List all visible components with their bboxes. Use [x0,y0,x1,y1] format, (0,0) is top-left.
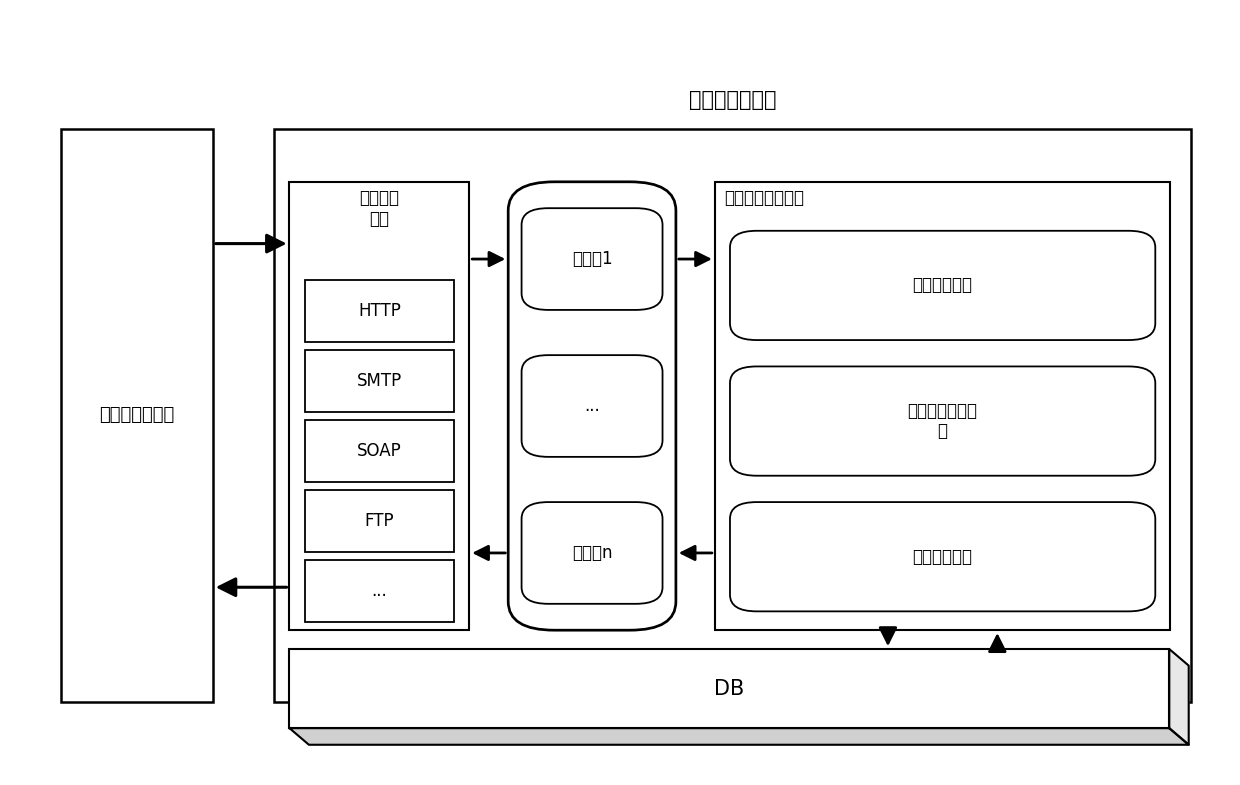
Text: 报文解析模块: 报文解析模块 [913,276,972,294]
Bar [274,129,1192,702]
Bar [305,560,454,622]
FancyBboxPatch shape [508,182,676,630]
Text: ...: ... [372,582,387,601]
Bar [305,280,454,342]
Text: ...: ... [584,397,600,415]
Bar [289,182,469,630]
Text: FTP: FTP [365,512,394,530]
Polygon shape [289,728,1189,745]
FancyBboxPatch shape [730,231,1156,340]
Bar [305,491,454,552]
Bar [61,129,213,702]
Bar [305,350,454,412]
Text: SOAP: SOAP [357,442,402,460]
FancyBboxPatch shape [730,502,1156,612]
FancyBboxPatch shape [522,502,662,604]
Text: 服务接口配置模
块: 服务接口配置模 块 [908,402,977,440]
Bar [714,182,1171,630]
Text: 协议组件
模块: 协议组件 模块 [360,189,399,228]
FancyBboxPatch shape [522,208,662,310]
Text: 周边被测试系统: 周边被测试系统 [99,407,175,425]
Bar [305,420,454,482]
Text: 模拟行为执行模块: 模拟行为执行模块 [724,189,805,207]
FancyBboxPatch shape [730,367,1156,476]
Bar [289,649,1169,728]
Text: 模拟器n: 模拟器n [572,544,613,562]
Text: 模拟器1: 模拟器1 [572,250,613,268]
Text: HTTP: HTTP [358,302,401,320]
Text: 命令执行模块: 命令执行模块 [913,548,972,566]
Text: 集中模拟服务器: 集中模拟服务器 [688,90,776,110]
Text: SMTP: SMTP [357,372,402,390]
Polygon shape [1169,649,1189,745]
FancyBboxPatch shape [522,355,662,457]
Text: DB: DB [714,678,744,699]
